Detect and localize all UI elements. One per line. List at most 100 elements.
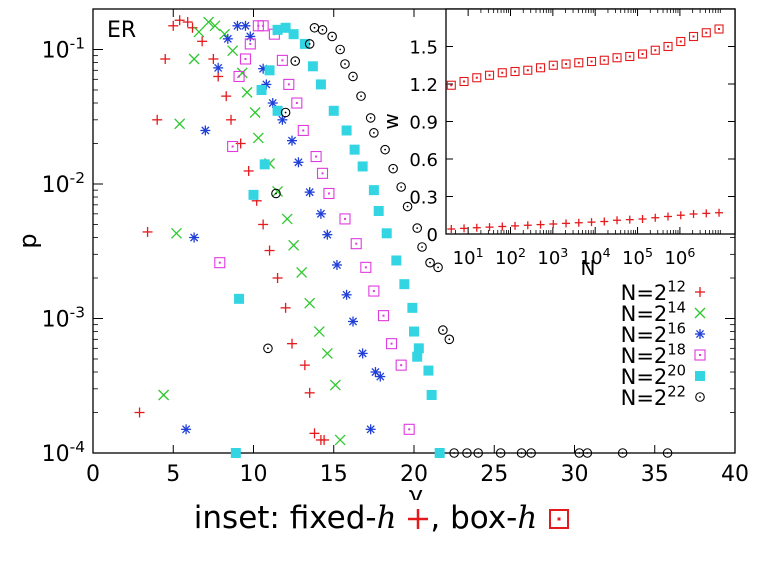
data-point xyxy=(331,259,342,270)
inset-data-point xyxy=(676,36,686,47)
data-point xyxy=(222,33,233,44)
data-point xyxy=(304,39,315,49)
data-point xyxy=(307,61,318,72)
data-point xyxy=(280,22,291,33)
data-point xyxy=(245,31,256,42)
data-point xyxy=(239,53,252,65)
legend-marker xyxy=(695,287,705,297)
inset-data-point xyxy=(523,65,533,75)
y-axis-label: p xyxy=(14,233,42,248)
data-point xyxy=(272,24,283,35)
legend-label: N=212 xyxy=(621,279,686,305)
inset-x-tick-label: 105 xyxy=(622,245,653,269)
data-point xyxy=(385,338,398,350)
data-point xyxy=(317,25,328,35)
data-point xyxy=(304,297,316,309)
data-point xyxy=(283,78,295,90)
data-point xyxy=(365,424,376,435)
inset-y-tick-label: 1.2 xyxy=(409,75,438,96)
data-point xyxy=(187,22,198,33)
data-point xyxy=(323,187,335,200)
data-point xyxy=(373,205,384,216)
inset-x-tick-label: 104 xyxy=(580,245,611,269)
data-point xyxy=(232,20,243,31)
x-tick-label: 25 xyxy=(480,462,508,487)
data-point xyxy=(341,125,352,136)
y-tick-label: 10-2 xyxy=(42,169,85,198)
data-point xyxy=(350,238,362,250)
data-point xyxy=(272,186,284,197)
data-point xyxy=(257,20,269,32)
caption-h-box: h xyxy=(517,500,538,536)
inset-data-point xyxy=(472,73,482,83)
legend-label: N=222 xyxy=(621,384,686,410)
inset-data-point xyxy=(676,211,685,220)
data-point xyxy=(319,434,330,445)
data-point xyxy=(233,70,245,83)
inset-data-point xyxy=(535,63,546,73)
inset-data-point xyxy=(689,210,698,218)
x-tick-label: 10 xyxy=(240,462,268,487)
data-point xyxy=(369,128,379,138)
data-point xyxy=(281,213,293,225)
data-point xyxy=(462,448,472,458)
data-point xyxy=(339,213,351,225)
data-point xyxy=(249,107,261,118)
data-point xyxy=(241,86,253,98)
inset-data-point xyxy=(663,41,673,52)
data-point xyxy=(403,423,415,435)
inset-data-point xyxy=(587,218,596,227)
data-point xyxy=(438,325,448,335)
data-point xyxy=(348,316,359,327)
inset-data-point xyxy=(625,215,634,224)
inset-data-point xyxy=(523,221,532,230)
inset-data-point xyxy=(536,220,545,229)
inset-data-point xyxy=(650,45,660,55)
data-point xyxy=(288,29,299,40)
inset-data-point xyxy=(574,58,584,68)
data-point xyxy=(234,293,245,304)
data-point xyxy=(449,448,459,458)
data-point xyxy=(208,53,219,64)
data-point xyxy=(329,379,341,391)
data-point xyxy=(168,20,179,31)
data-point xyxy=(444,334,455,345)
data-point xyxy=(189,232,200,243)
caption: inset: fixed-h , box-h xyxy=(0,500,765,536)
inset-data-point xyxy=(484,70,495,80)
data-point xyxy=(134,407,145,418)
data-point xyxy=(335,44,345,55)
data-point xyxy=(214,257,226,269)
data-point xyxy=(182,17,193,28)
data-point xyxy=(396,182,406,192)
data-point xyxy=(280,107,291,118)
data-point xyxy=(188,53,200,65)
inset-data-point xyxy=(574,218,583,227)
y-tick-label: 10-4 xyxy=(42,438,85,467)
legend-label: N=218 xyxy=(621,342,686,368)
data-point xyxy=(181,424,192,435)
data-point xyxy=(277,114,288,125)
inset-plot: 0 0.3 0.6 0.9 1.2 1.5 101 102 103 104 105 106 w N xyxy=(379,8,736,280)
data-point xyxy=(316,167,329,179)
x-tick-label: 35 xyxy=(641,462,669,487)
data-point xyxy=(321,347,333,359)
data-point xyxy=(313,326,325,337)
caption-prefix: inset: fixed- xyxy=(193,500,377,536)
data-point xyxy=(327,31,337,42)
data-point xyxy=(365,113,376,123)
data-point xyxy=(299,360,310,371)
inset-data-point xyxy=(701,28,711,38)
data-point xyxy=(264,65,275,76)
data-point xyxy=(368,285,380,297)
data-point xyxy=(171,227,182,239)
data-point xyxy=(193,26,205,38)
legend-marker xyxy=(695,392,705,402)
inset-data-point xyxy=(562,219,571,228)
data-point xyxy=(662,448,673,458)
data-point xyxy=(271,188,281,199)
data-point xyxy=(357,348,368,359)
data-point xyxy=(240,20,251,31)
data-point xyxy=(473,448,484,458)
inset-y-axis-label: w xyxy=(379,113,403,129)
